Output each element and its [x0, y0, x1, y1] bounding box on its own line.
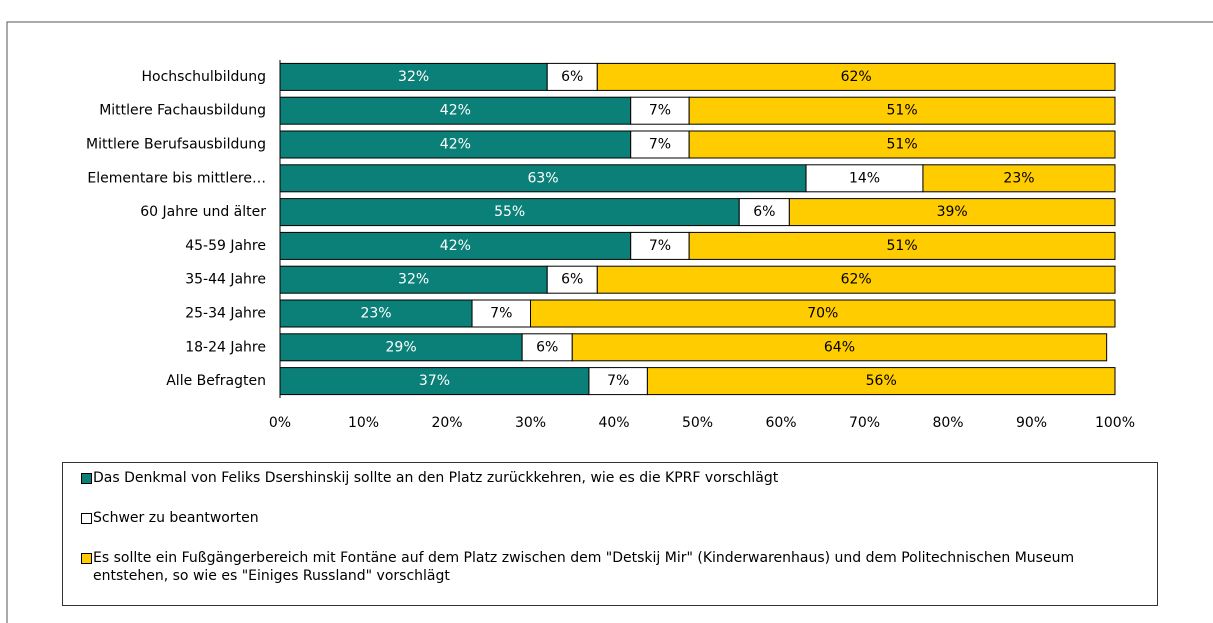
bar-segment	[279, 367, 590, 396]
y-tick-label: Mittlere Berufsausbildung	[86, 137, 266, 153]
data-label: 6%	[753, 204, 775, 220]
bar-segment	[596, 265, 1116, 294]
data-label: 42%	[440, 238, 471, 254]
data-label: 51%	[887, 137, 918, 153]
legend-swatch	[81, 513, 92, 524]
legend-item: Schwer zu beantworten	[81, 509, 1149, 527]
data-label: 55%	[494, 204, 525, 220]
data-label: 37%	[419, 373, 450, 389]
y-tick-label: Mittlere Fachausbildung	[99, 103, 266, 119]
legend-swatch	[81, 553, 92, 564]
data-label: 62%	[841, 272, 872, 288]
data-label: 39%	[937, 204, 968, 220]
bar-segment	[788, 198, 1116, 227]
chart-frame	[6, 21, 1213, 623]
data-label: 7%	[490, 306, 512, 322]
legend-item: Es sollte ein Fußgängerbereich mit Fontä…	[81, 549, 1149, 585]
x-tick-label: 70%	[849, 415, 880, 431]
data-label: 62%	[841, 69, 872, 85]
x-tick-label: 100%	[1095, 415, 1135, 431]
data-label: 63%	[527, 170, 558, 186]
data-label: 29%	[386, 339, 417, 355]
data-label: 64%	[824, 339, 855, 355]
y-tick-label: 60 Jahre und älter	[140, 204, 266, 220]
legend: Das Denkmal von Feliks Dsershinskij soll…	[62, 462, 1158, 606]
bar-segment	[805, 164, 924, 193]
x-tick-label: 20%	[431, 415, 462, 431]
y-tick-label: 45-59 Jahre	[185, 238, 266, 254]
x-tick-label: 30%	[515, 415, 546, 431]
bar-segment	[688, 130, 1116, 159]
data-label: 6%	[561, 69, 583, 85]
y-tick-label: 25-34 Jahre	[185, 306, 266, 322]
x-tick-label: 50%	[682, 415, 713, 431]
x-tick-label: 0%	[269, 415, 291, 431]
x-tick-label: 80%	[932, 415, 963, 431]
data-label: 7%	[649, 137, 671, 153]
legend-swatch	[81, 473, 92, 484]
legend-label: Es sollte ein Fußgängerbereich mit Fontä…	[93, 550, 1075, 584]
bar-segment	[471, 299, 531, 328]
data-label: 32%	[398, 272, 429, 288]
x-tick-label: 40%	[598, 415, 629, 431]
data-label: 6%	[561, 272, 583, 288]
bar-segment	[279, 333, 523, 362]
bar-segment	[279, 62, 548, 91]
bar-segment	[279, 96, 632, 125]
y-tick-label: 35-44 Jahre	[185, 272, 266, 288]
data-label: 32%	[398, 69, 429, 85]
data-label: 42%	[440, 103, 471, 119]
bar-segment	[646, 367, 1116, 396]
x-tick-label: 60%	[765, 415, 796, 431]
legend-label: Das Denkmal von Feliks Dsershinskij soll…	[93, 470, 779, 486]
data-label: 70%	[807, 306, 838, 322]
y-tick-label: Hochschulbildung	[142, 69, 266, 85]
bar-segment	[279, 164, 807, 193]
data-label: 23%	[1003, 170, 1034, 186]
bar-segment	[688, 96, 1116, 125]
bar-segment	[279, 130, 632, 159]
bar-segment	[530, 299, 1116, 328]
y-tick-label: Alle Befragten	[166, 373, 266, 389]
data-label: 42%	[440, 137, 471, 153]
y-tick-label: Elementare bis mittlere…	[87, 170, 266, 186]
bar-segment	[596, 62, 1116, 91]
data-label: 14%	[849, 170, 880, 186]
bar-segment	[630, 96, 690, 125]
x-tick-label: 10%	[348, 415, 379, 431]
legend-item: Das Denkmal von Feliks Dsershinskij soll…	[81, 469, 1149, 487]
data-label: 51%	[887, 103, 918, 119]
data-label: 56%	[866, 373, 897, 389]
bar-segment	[688, 231, 1116, 260]
data-label: 23%	[360, 306, 391, 322]
data-label: 7%	[649, 103, 671, 119]
bar-segment	[588, 367, 648, 396]
bar-segment	[546, 265, 598, 294]
data-label: 51%	[887, 238, 918, 254]
data-label: 7%	[607, 373, 629, 389]
x-tick-label: 90%	[1016, 415, 1047, 431]
bar-segment	[922, 164, 1116, 193]
legend-label: Schwer zu beantworten	[93, 510, 259, 526]
y-tick-label: 18-24 Jahre	[185, 339, 266, 355]
bar-segment	[630, 231, 690, 260]
bar-segment	[571, 333, 1108, 362]
data-label: 6%	[536, 339, 558, 355]
bar-segment	[630, 130, 690, 159]
data-label: 7%	[649, 238, 671, 254]
